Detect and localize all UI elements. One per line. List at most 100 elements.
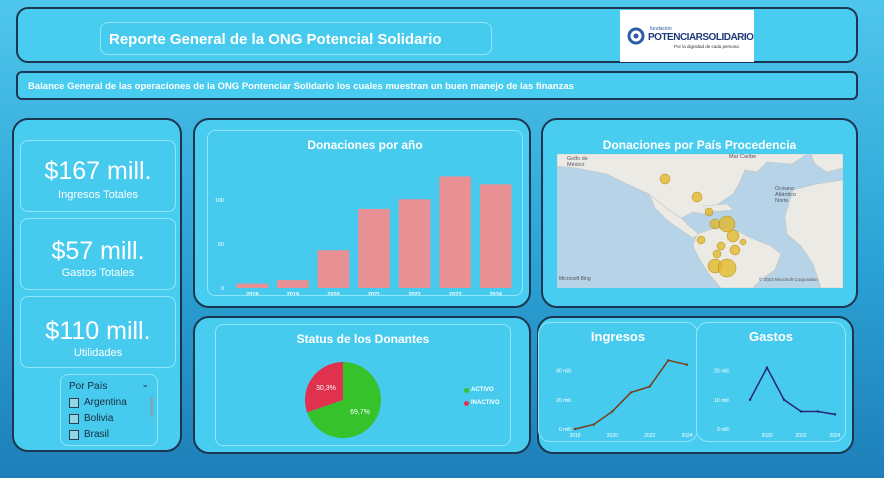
y-tick-label: 0 mill. [559, 427, 572, 433]
x-tick-label: 2020 [327, 292, 339, 295]
map-bubble[interactable] [717, 258, 737, 278]
subtitle-panel: Balance General de las operaciones de la… [16, 71, 858, 100]
bar[interactable] [358, 208, 390, 288]
logo: fundación POTENCIARSOLIDARIO Por la dign… [620, 10, 754, 62]
kpi-utilidades-label: Utilidades [73, 347, 123, 359]
map-bubble[interactable] [696, 235, 706, 245]
map-bubble[interactable] [659, 173, 671, 185]
x-tick-label: 2018 [569, 433, 580, 439]
data-point[interactable] [648, 385, 651, 388]
slicer-item-bolivia[interactable]: Bolivia [69, 413, 113, 424]
series-line [749, 366, 836, 416]
x-tick-label: 2024 [490, 292, 503, 295]
bar[interactable] [479, 184, 512, 288]
slicer-title: Por País [69, 381, 108, 392]
kpi-card-gastos: $57 mill. Gastos Totales [20, 218, 176, 290]
map-bubble[interactable] [712, 249, 722, 259]
x-tick-label: 2022 [644, 433, 655, 439]
chevron-down-icon[interactable]: ⌄ [141, 379, 149, 389]
data-point[interactable] [816, 410, 820, 413]
logo-top-text: fundación [650, 26, 672, 32]
kpi-card-ingresos: $167 mill. Ingresos Totales [20, 140, 176, 212]
status-title: Status de los Donantes [296, 332, 430, 346]
logo-subtext: Por la dignidad de cada persona [674, 44, 739, 49]
series-line [574, 359, 688, 430]
map-bubble[interactable] [718, 215, 736, 233]
kpi-gastos-label: Gastos Totales [61, 267, 135, 279]
map-bubble[interactable] [739, 238, 747, 246]
x-tick-label: 2023 [449, 292, 461, 295]
y-tick-label: 0 [221, 286, 224, 292]
slicer-scrollbar[interactable] [150, 397, 153, 417]
pie-label: 69,7% [350, 409, 370, 416]
map-bubble[interactable] [704, 207, 714, 217]
map-label-atlantico: Océano Atlántico Norte [775, 186, 797, 204]
bar[interactable] [398, 199, 431, 288]
y-tick-label: 20 mill. [714, 369, 730, 375]
data-point[interactable] [833, 413, 837, 416]
mapa-panel: Donaciones por País Procedencia Golfo de… [541, 118, 858, 308]
y-tick-label: 50 [218, 242, 224, 248]
bar[interactable] [317, 250, 350, 288]
kpi-card-utilidades: $110 mill. Utilidades [20, 296, 176, 368]
status-panel: Status de los Donantes 69,7% 30,3% ACTIVO… [193, 316, 531, 454]
donaciones-anio-chart-box: Donaciones por año 0 50 100 2018 2019 2020 202… [207, 130, 523, 296]
pie-slice[interactable] [307, 362, 381, 438]
x-tick-label: 2019 [287, 292, 299, 295]
status-pie-chart: 69,7% 30,3% [305, 362, 381, 438]
map-title: Donaciones por País Procedencia [602, 138, 797, 152]
data-point[interactable] [667, 359, 670, 362]
gastos-chart-box: Gastos 0 mill. 10 mill. 20 mill. 2020 2022 20… [696, 322, 846, 442]
x-tick-label: 2022 [408, 292, 420, 295]
x-tick-label: 2022 [795, 433, 806, 439]
map-label-caribe: Mar Caribe [729, 154, 757, 160]
x-tick-label: 2020 [761, 433, 772, 439]
page-title: Reporte General de la ONG Potencial Soli… [109, 31, 442, 48]
data-point[interactable] [592, 423, 595, 426]
country-slicer: Por País ⌄ Argentina Bolivia Brasil [60, 374, 158, 446]
kpi-gastos-value: $57 mill. [51, 237, 145, 265]
pie-label: 30,3% [316, 385, 336, 392]
data-point[interactable] [573, 427, 577, 431]
kpi-panel: $167 mill. Ingresos Totales $57 mill. Ga… [12, 118, 182, 452]
map-bubbles [659, 173, 747, 278]
map-bubble[interactable] [709, 218, 721, 230]
y-tick-label: 10 mill. [714, 398, 730, 404]
map-label-golfo: Golfo de México [567, 156, 588, 168]
legend-dot-icon [464, 400, 469, 406]
x-tick-label: 2018 [246, 292, 258, 295]
data-point[interactable] [685, 363, 689, 366]
pie-slice[interactable] [305, 362, 343, 413]
bar[interactable] [439, 176, 471, 288]
donaciones-bar-chart: 0 50 100 2018 2019 2020 2021 2022 2023 2024 [215, 176, 512, 295]
map-bubble[interactable] [691, 191, 703, 203]
data-point[interactable] [748, 398, 752, 401]
map-bubble[interactable] [716, 241, 726, 251]
y-tick-label: 20 mill. [556, 398, 572, 404]
x-tick-label: 2020 [607, 433, 618, 439]
checkbox-icon[interactable] [69, 429, 79, 440]
bar[interactable] [236, 283, 269, 288]
data-point[interactable] [782, 398, 786, 401]
x-tick-label: 2021 [368, 292, 380, 295]
map-bubble[interactable] [729, 244, 741, 256]
data-point[interactable] [629, 391, 633, 394]
data-point[interactable] [611, 410, 614, 413]
map-attribution: © 2023 Microsoft Corporation [759, 277, 818, 282]
y-tick-label: 0 mill. [717, 427, 730, 433]
data-point[interactable] [799, 410, 803, 413]
map-bubble[interactable] [726, 229, 740, 243]
bar[interactable] [277, 280, 309, 288]
gastos-title: Gastos [748, 329, 794, 344]
checkbox-icon[interactable] [69, 397, 79, 408]
slicer-item-brasil[interactable]: Brasil [69, 429, 109, 440]
slicer-item-argentina[interactable]: Argentina [69, 397, 127, 408]
chart-title: Donaciones por año [307, 138, 423, 152]
map[interactable] [557, 154, 843, 288]
y-tick-label: 40 mill. [556, 369, 572, 375]
slicer-item-label: Argentina [84, 397, 127, 408]
checkbox-icon[interactable] [69, 413, 79, 424]
data-point[interactable] [765, 366, 769, 369]
legend-activo: ACTIVO [464, 387, 494, 393]
status-chart-box: Status de los Donantes 69,7% 30,3% ACTIVO… [215, 324, 511, 446]
